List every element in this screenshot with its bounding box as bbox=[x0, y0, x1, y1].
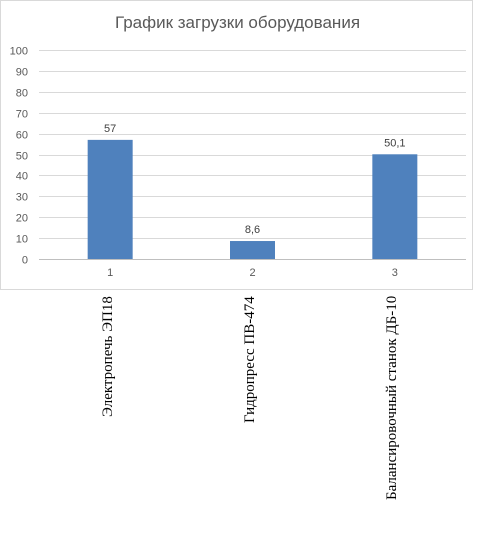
y-tick-label: 50 bbox=[16, 151, 28, 163]
y-tick-label: 30 bbox=[16, 192, 28, 204]
data-label: 50,1 bbox=[384, 137, 405, 149]
bar bbox=[87, 139, 133, 259]
data-label: 8,6 bbox=[245, 224, 260, 236]
bar-chart: 0 10 20 30 40 50 60 70 80 90 100 57 1 8,6 2 50,1 3 bbox=[10, 46, 466, 279]
x-tick-label: 3 bbox=[392, 267, 398, 279]
y-tick-label: 40 bbox=[16, 171, 28, 183]
y-tick-label: 10 bbox=[16, 234, 28, 246]
y-tick-label: 70 bbox=[16, 109, 28, 121]
equipment-label: Электропечь ЭП18 bbox=[99, 296, 116, 417]
bar bbox=[372, 154, 418, 259]
y-tick-label: 80 bbox=[16, 88, 28, 100]
data-label: 57 bbox=[104, 123, 116, 135]
y-tick-label: 60 bbox=[16, 130, 28, 142]
chart-area: График загрузки оборудования 0 10 20 30 40 50… bbox=[0, 0, 473, 290]
y-tick-label: 90 bbox=[16, 67, 28, 79]
equipment-label: Гидропресс ПВ-474 bbox=[242, 296, 258, 423]
x-tick-label: 1 bbox=[107, 267, 113, 279]
chart-title: График загрузки оборудования bbox=[114, 13, 361, 32]
equipment-label: Балансировочный станок ДБ-10 bbox=[384, 295, 401, 500]
y-tick-label: 0 bbox=[22, 255, 28, 267]
y-tick-label: 100 bbox=[10, 46, 28, 58]
y-tick-label: 20 bbox=[16, 213, 28, 225]
x-tick-label: 2 bbox=[249, 267, 255, 279]
bar bbox=[230, 241, 275, 259]
